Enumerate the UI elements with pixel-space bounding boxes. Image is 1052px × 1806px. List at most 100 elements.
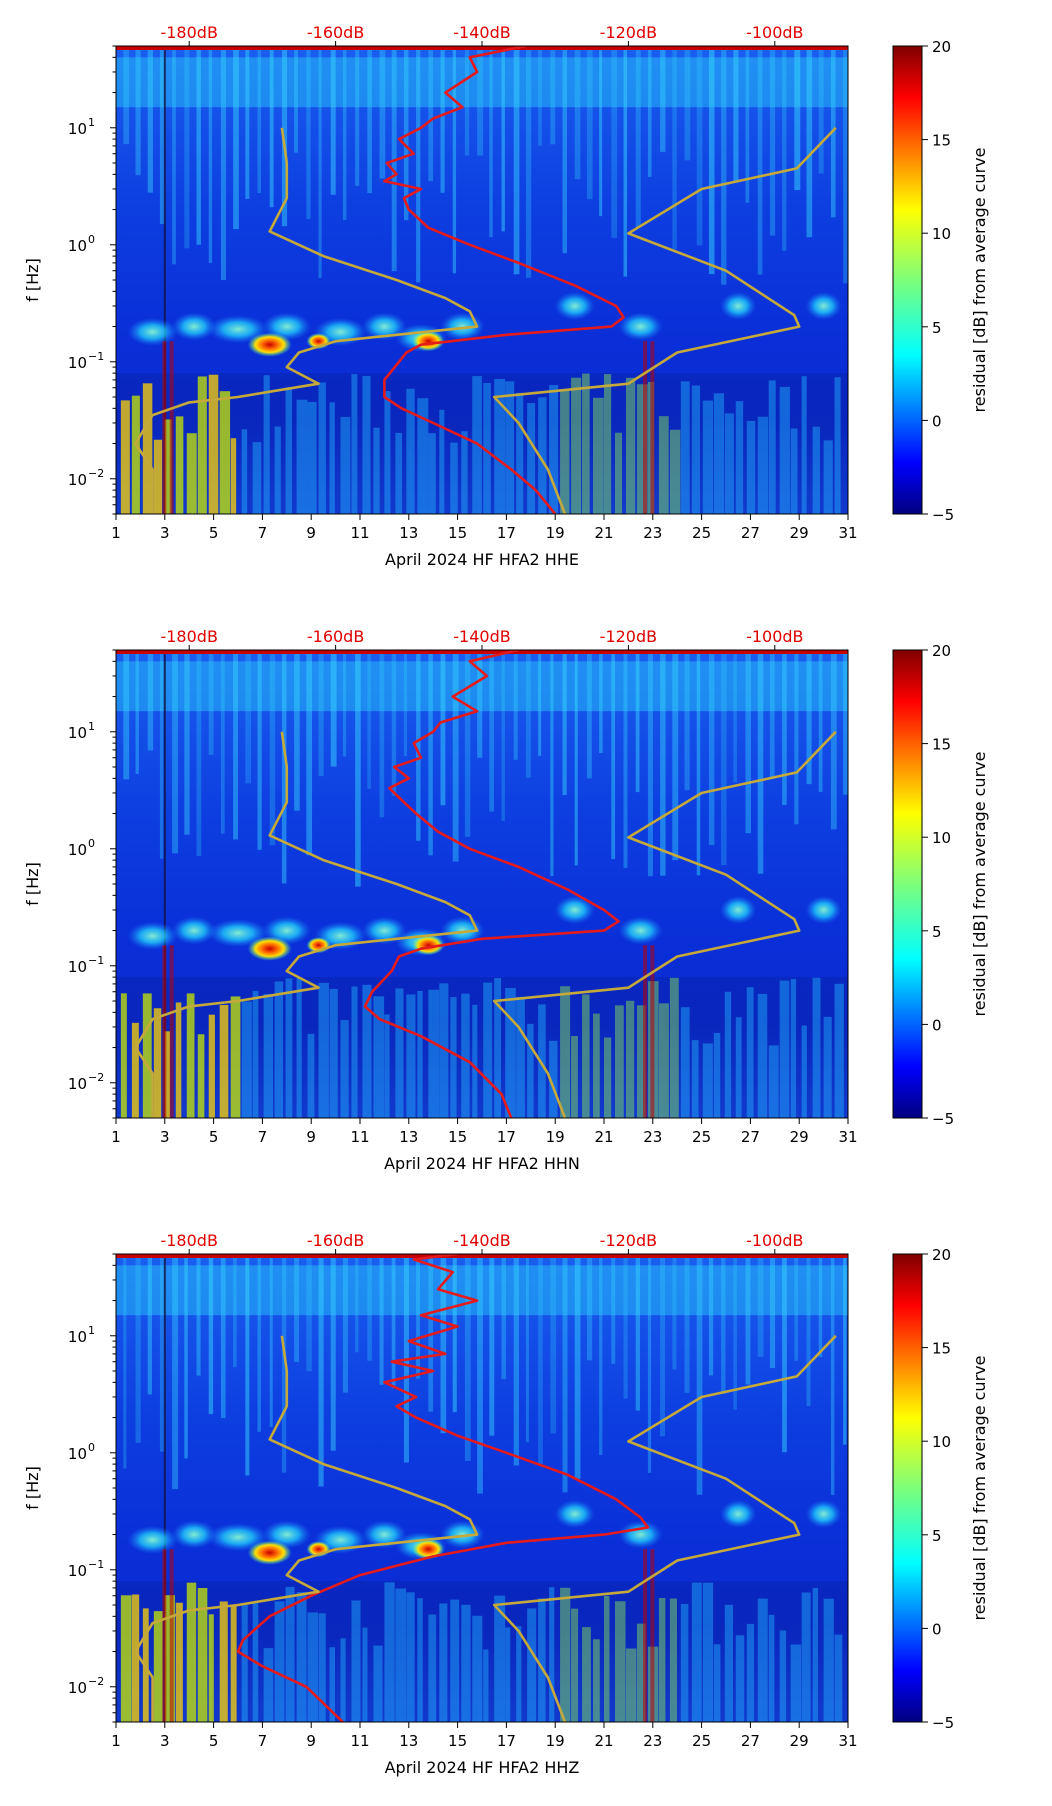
colorbar-tick-label: 5: [932, 923, 942, 941]
microseism-blob: [362, 312, 407, 341]
lp-plume: [834, 377, 841, 514]
streak: [696, 1254, 703, 1495]
spectrogram-background: [116, 46, 848, 514]
lp-plume: [549, 1040, 558, 1118]
red-plume: [643, 341, 648, 514]
streak: [513, 650, 518, 760]
lp-plume: [340, 1638, 346, 1722]
lp-plume: [417, 990, 423, 1118]
x-tick-label: 21: [594, 1732, 613, 1750]
colorbar-label: residual [dB] from average curve: [970, 148, 989, 413]
streak: [306, 1254, 312, 1372]
hot-spot: [247, 332, 292, 357]
hot-spot: [247, 936, 292, 961]
lp-plume: [494, 1595, 506, 1722]
lp-plume: [373, 996, 385, 1118]
lp-plume: [318, 1613, 326, 1722]
streak: [440, 1254, 447, 1434]
streak: [184, 46, 190, 249]
lp-plume: [131, 395, 140, 514]
hot-spot: [412, 1539, 445, 1560]
lp-plume: [593, 1013, 600, 1118]
streak: [586, 46, 593, 200]
x-tick-label: 7: [258, 1128, 268, 1146]
colorbar-tick-label: −5: [932, 1714, 954, 1732]
lp-plume: [724, 413, 734, 514]
lp-plume: [274, 426, 281, 514]
streak: [843, 1254, 847, 1445]
colorbar-tick-label: 10: [932, 1433, 951, 1451]
lp-plume: [538, 1598, 546, 1722]
lp-plume: [538, 1004, 546, 1118]
streak: [196, 46, 201, 245]
lp-plume: [538, 397, 547, 514]
lp-plume: [208, 1014, 215, 1118]
streak: [269, 1254, 273, 1427]
y-tick-exponent: 1: [88, 116, 95, 129]
lp-plume: [175, 1002, 182, 1118]
lp-plume: [428, 989, 440, 1118]
streak: [550, 1254, 557, 1434]
lp-plume: [263, 375, 270, 514]
lp-plume: [428, 1614, 437, 1722]
lp-plume: [274, 981, 284, 1118]
lp-plume: [812, 426, 821, 514]
x-tick-label: 1: [111, 1732, 121, 1750]
streak: [452, 1254, 457, 1413]
streak: [489, 650, 494, 812]
streak: [733, 46, 739, 181]
lp-plume: [461, 993, 470, 1118]
lp-plume: [164, 419, 172, 514]
db-scale-label: -140dB: [453, 1231, 510, 1250]
top-noise-line: [116, 46, 848, 50]
lp-plume: [527, 1608, 537, 1722]
streak: [477, 1254, 483, 1494]
red-plume: [162, 1549, 167, 1722]
streak: [464, 650, 471, 837]
x-tick-label: 21: [594, 1128, 613, 1146]
lp-plume: [669, 977, 679, 1118]
lp-plume: [329, 988, 338, 1118]
lp-plume: [757, 416, 769, 514]
streak: [306, 46, 311, 220]
streak: [208, 650, 214, 755]
lp-plume: [340, 1020, 349, 1118]
colorbar-tick-label: 20: [932, 1246, 951, 1264]
streak: [599, 650, 603, 754]
spectrogram-image: [116, 1254, 848, 1722]
lp-plume: [834, 983, 844, 1118]
lp-plume: [713, 393, 725, 514]
top-noise-line: [116, 1254, 848, 1258]
db-scale-label: -100dB: [746, 627, 803, 646]
db-scale-label: -140dB: [453, 23, 510, 42]
streak: [562, 650, 567, 795]
x-tick-label: 5: [209, 1732, 219, 1750]
lp-plume: [131, 1022, 139, 1118]
streak: [477, 650, 483, 758]
microseism-blob: [805, 895, 842, 924]
streak: [599, 1254, 603, 1456]
lp-plume: [483, 982, 493, 1118]
x-tick-label: 27: [741, 1128, 760, 1146]
lp-plume: [450, 1599, 460, 1722]
streak: [318, 650, 324, 777]
streak: [708, 46, 715, 275]
lp-plume: [439, 1603, 448, 1722]
lp-plume: [472, 1615, 483, 1722]
streak: [281, 1254, 287, 1473]
streak: [440, 650, 446, 806]
lp-plume: [801, 376, 807, 514]
streak: [708, 650, 715, 846]
microseism-blob: [208, 315, 268, 344]
y-axis-label: f [Hz]: [23, 1466, 42, 1510]
streak: [574, 1254, 581, 1479]
streak: [830, 650, 837, 830]
lp-plume: [483, 1649, 489, 1722]
lp-plume: [252, 990, 259, 1118]
streak: [123, 46, 130, 145]
streak: [818, 650, 823, 792]
lp-plume: [362, 1627, 368, 1722]
lp-plume: [658, 1003, 669, 1118]
lp-plume: [571, 1608, 579, 1722]
streak: [818, 46, 824, 174]
